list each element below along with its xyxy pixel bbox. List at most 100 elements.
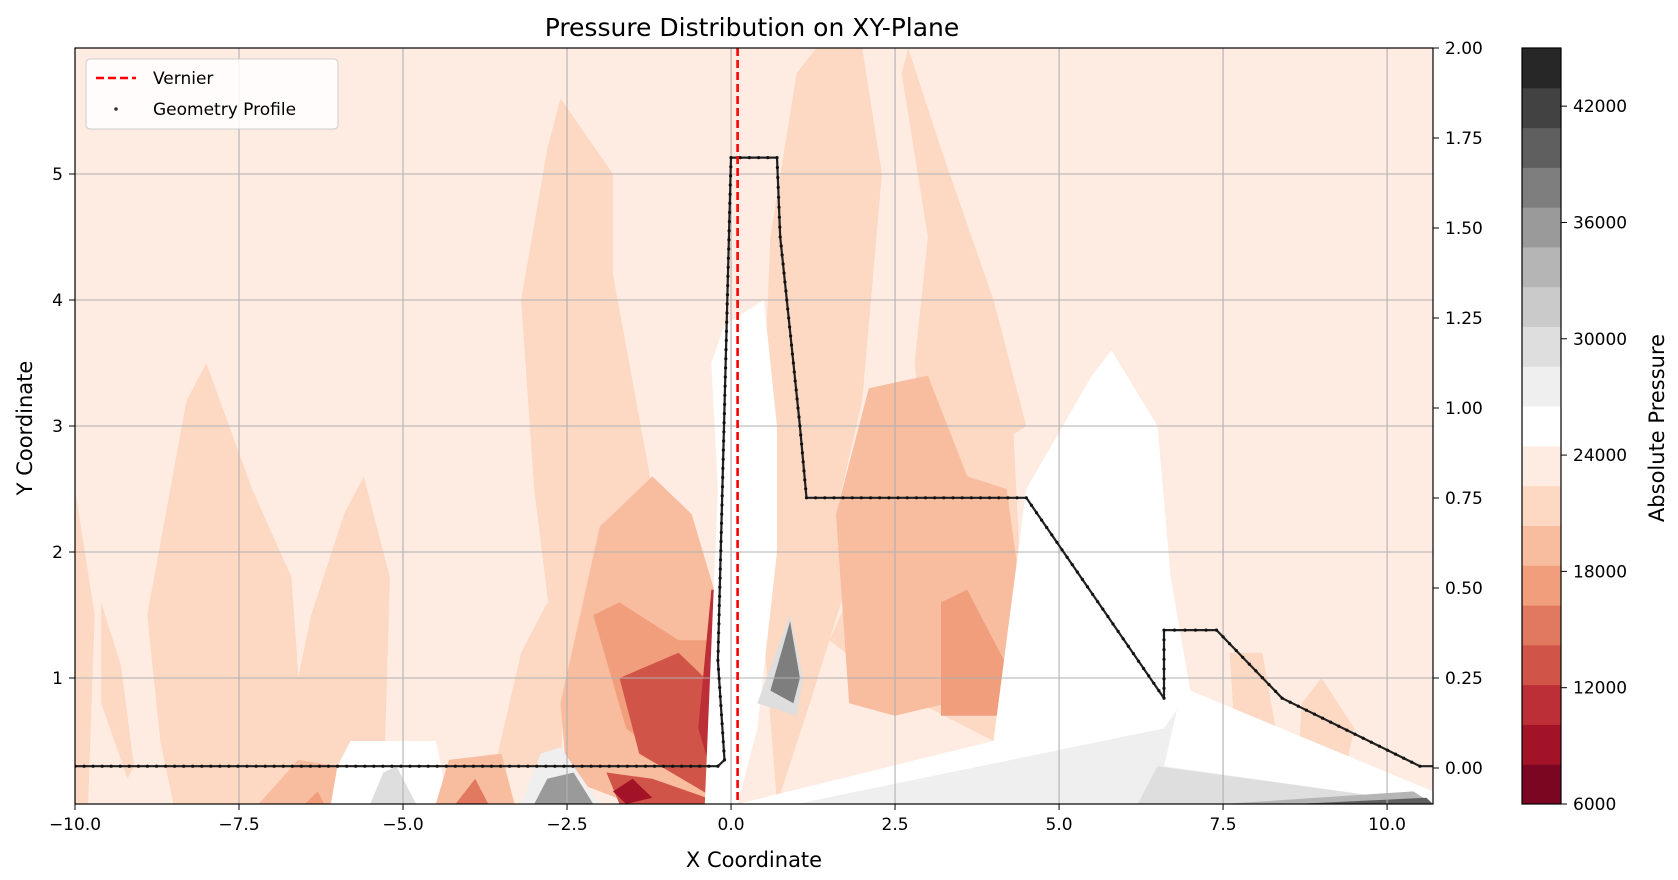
geometry-profile-point xyxy=(728,201,732,205)
x-tick-label: 5.0 xyxy=(1046,815,1073,835)
geometry-profile-point xyxy=(82,764,86,768)
geometry-profile-point xyxy=(716,658,720,663)
colorbar-tick-label: 12000 xyxy=(1573,679,1627,699)
geometry-profile-point xyxy=(717,631,721,635)
geometry-profile-point xyxy=(1394,752,1398,756)
pressure-region xyxy=(304,791,325,804)
y2-tick-label: 0.50 xyxy=(1445,579,1483,599)
geometry-profile-point xyxy=(1369,740,1373,744)
geometry-profile-point xyxy=(721,466,725,470)
x-tick-label: −10.0 xyxy=(49,815,101,835)
geometry-profile-point xyxy=(717,676,721,681)
y-tick-label: 4 xyxy=(52,291,63,311)
geometry-profile-point xyxy=(786,307,790,311)
x-tick-label: −2.5 xyxy=(546,815,587,835)
geometry-profile-point xyxy=(435,764,439,768)
geometry-profile-point xyxy=(718,585,722,589)
geometry-profile-point xyxy=(793,379,797,383)
geometry-profile-point xyxy=(722,421,726,425)
colorbar-level xyxy=(1522,525,1561,566)
x-tick-label: 0.0 xyxy=(718,815,745,835)
geometry-profile-point xyxy=(562,764,566,768)
geometry-profile-point xyxy=(723,375,727,379)
legend-vernier-label: Vernier xyxy=(153,69,213,89)
geometry-profile-point xyxy=(173,764,177,768)
geometry-profile-point xyxy=(1101,607,1105,611)
geometry-profile-point xyxy=(1142,666,1146,671)
pressure-region xyxy=(613,778,653,804)
geometry-profile-point xyxy=(960,496,964,500)
geometry-profile-point xyxy=(717,622,721,626)
pressure-region xyxy=(147,363,305,804)
geometry-profile-point xyxy=(951,496,955,500)
geometry-profile-point xyxy=(823,496,827,500)
geometry-profile-point xyxy=(1296,704,1300,708)
geometry-profile-point xyxy=(1116,629,1120,634)
geometry-profile-point xyxy=(136,764,140,768)
geometry-profile-point xyxy=(1040,518,1044,522)
geometry-profile-point xyxy=(336,764,340,768)
geometry-profile-point xyxy=(727,220,732,224)
geometry-profile-point xyxy=(426,764,430,768)
geometry-profile-point xyxy=(727,229,731,233)
colorbar-level xyxy=(1522,565,1561,606)
colorbar-tick-label: 18000 xyxy=(1573,562,1627,582)
geometry-profile-point xyxy=(720,512,724,516)
geometry-profile-point xyxy=(227,764,231,768)
geometry-profile-point xyxy=(718,576,722,580)
geometry-profile-point xyxy=(1162,648,1166,652)
geometry-profile-point xyxy=(1288,700,1292,704)
geometry-profile-point xyxy=(797,415,801,419)
geometry-profile-point xyxy=(781,262,785,266)
geometry-profile-point xyxy=(1162,686,1166,691)
y-axis: 1 2 3 4 5 xyxy=(52,165,75,689)
geometry-profile-point xyxy=(726,284,730,288)
colorbar-level xyxy=(1522,406,1561,447)
geometry-profile-point xyxy=(716,667,721,672)
geometry-profile-point xyxy=(721,457,725,461)
colorbar-tick-label: 36000 xyxy=(1573,213,1627,233)
colorbar-level xyxy=(1522,605,1561,646)
geometry-profile-point xyxy=(1221,635,1225,639)
colorbar-level xyxy=(1522,246,1561,288)
geometry-profile-point xyxy=(724,348,728,352)
geometry-profile-point xyxy=(145,764,149,768)
geometry-profile-point xyxy=(1304,708,1308,712)
x-tick-label: 7.5 xyxy=(1210,815,1237,835)
geometry-profile-point xyxy=(718,685,722,690)
geometry-profile-point xyxy=(725,293,730,297)
geometry-profile-point xyxy=(1080,577,1084,582)
geometry-profile-point xyxy=(728,192,732,196)
geometry-profile-point xyxy=(109,764,113,768)
geometry-profile-point xyxy=(154,764,159,768)
colorbar-level xyxy=(1522,326,1561,367)
geometry-profile-point xyxy=(1214,628,1219,632)
geometry-profile-point xyxy=(799,433,803,437)
pressure-region xyxy=(901,48,1027,489)
geometry-profile-point xyxy=(127,764,131,768)
geometry-profile-point xyxy=(689,764,693,768)
geometry-profile-point xyxy=(1172,628,1177,632)
y-tick-label: 1 xyxy=(52,669,63,689)
geometry-profile-point xyxy=(716,640,721,644)
geometry-profile-point xyxy=(517,764,521,768)
y2-tick-label: 0.00 xyxy=(1445,759,1483,779)
geometry-profile-point xyxy=(721,731,725,735)
pressure-region xyxy=(1137,766,1433,804)
geometry-profile-point xyxy=(299,764,303,768)
geometry-profile-point xyxy=(218,764,222,768)
geometry-profile-point xyxy=(783,280,787,284)
legend-geometry-label: Geometry Profile xyxy=(153,100,296,120)
geometry-profile-point xyxy=(1131,652,1135,656)
geometry-profile-point xyxy=(1055,540,1059,544)
geometry-profile-point xyxy=(718,567,722,571)
geometry-profile-point xyxy=(728,183,732,187)
geometry-profile-point xyxy=(997,496,1001,500)
geometry-profile-point xyxy=(777,215,782,219)
colorbar-tick-label: 6000 xyxy=(1573,795,1616,815)
y2-tick-label: 1.50 xyxy=(1445,219,1483,239)
geometry-profile-point xyxy=(725,302,729,306)
geometry-profile-point xyxy=(1418,764,1422,768)
geometry-profile-point xyxy=(1034,511,1039,515)
y2-tick-label: 1.75 xyxy=(1445,129,1483,149)
